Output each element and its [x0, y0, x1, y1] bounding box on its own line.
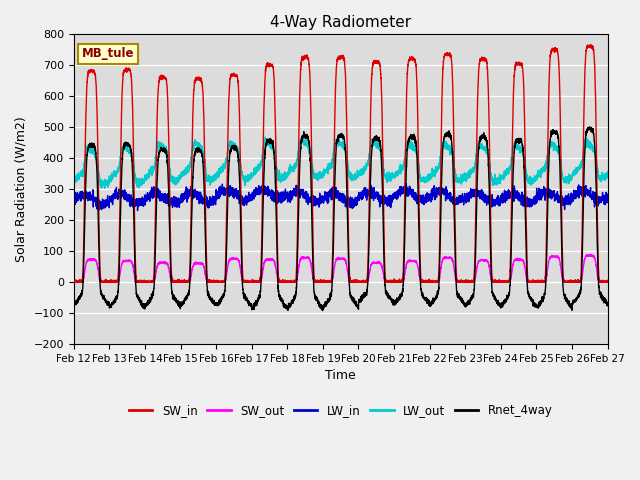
- X-axis label: Time: Time: [325, 369, 356, 382]
- Y-axis label: Solar Radiation (W/m2): Solar Radiation (W/m2): [15, 116, 28, 262]
- Legend: SW_in, SW_out, LW_in, LW_out, Rnet_4way: SW_in, SW_out, LW_in, LW_out, Rnet_4way: [124, 399, 557, 422]
- Text: MB_tule: MB_tule: [82, 47, 134, 60]
- Title: 4-Way Radiometer: 4-Way Radiometer: [270, 15, 412, 30]
